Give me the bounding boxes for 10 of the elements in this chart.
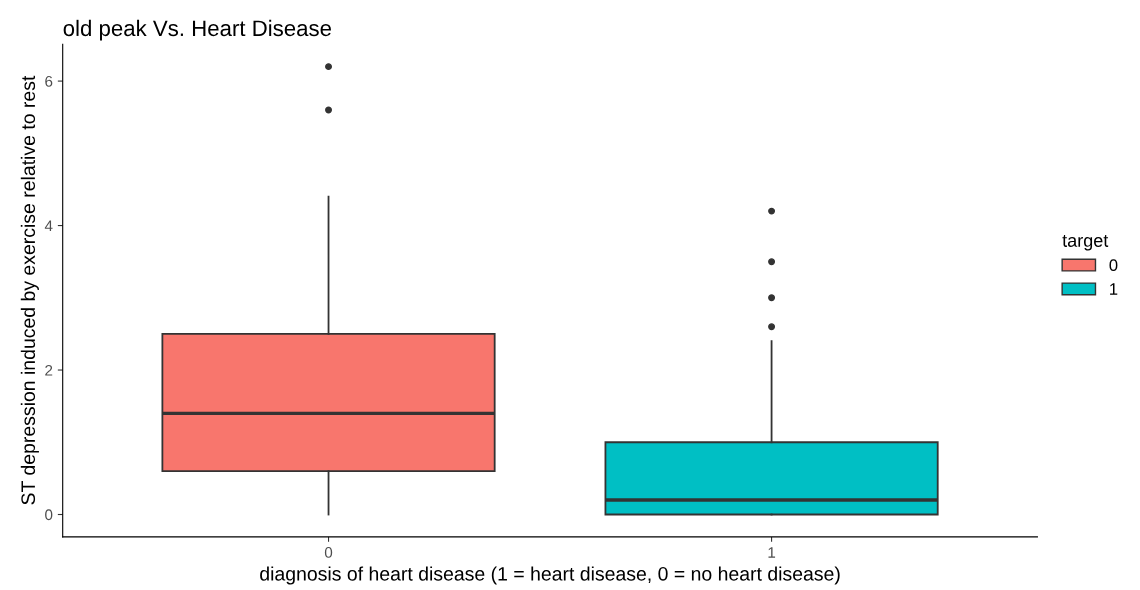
y-tick-label: 2 — [45, 364, 53, 376]
y-tick-label: 0 — [45, 509, 53, 521]
legend-title: target — [1062, 235, 1109, 251]
x-axis-title: diagnosis of heart disease (1 = heart disease, 0 = no heart disease) — [260, 566, 840, 585]
legend-label: 0 — [1109, 259, 1118, 272]
legend-label: 1 — [1110, 283, 1118, 295]
y-tick-label: 4 — [44, 220, 53, 232]
chart-title: old peak Vs. Heart Disease — [63, 19, 331, 41]
y-tick-label: 6 — [45, 75, 53, 87]
y-axis-title: ST depression induced by exercise relative to rest — [20, 75, 39, 505]
